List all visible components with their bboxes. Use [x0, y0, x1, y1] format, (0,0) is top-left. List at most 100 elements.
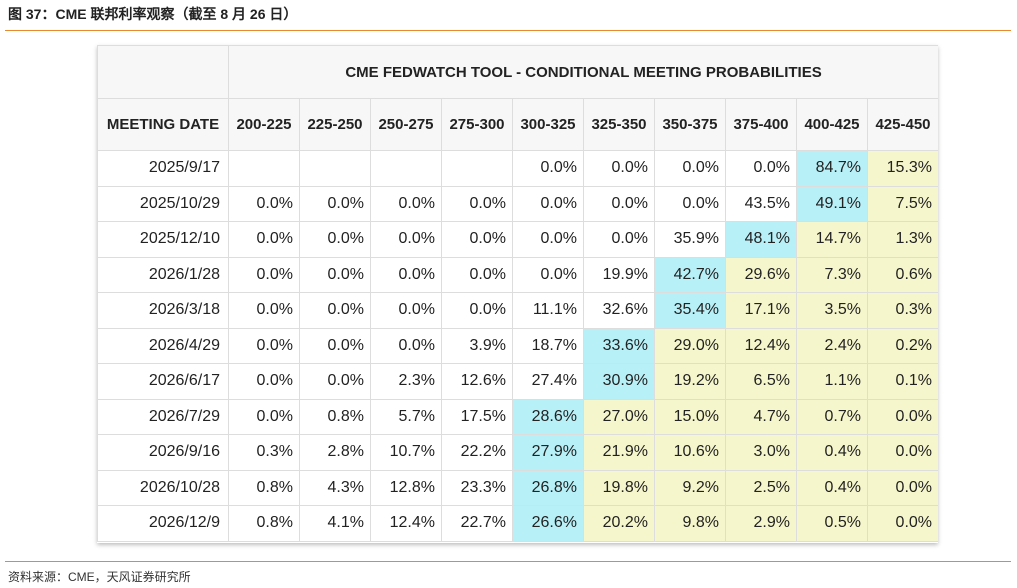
- probability-cell: 49.1%: [796, 185, 868, 222]
- probability-cell: 22.7%: [441, 505, 513, 542]
- column-header: 425-450: [866, 98, 938, 151]
- probability-cell: 1.3%: [866, 221, 938, 258]
- probability-cell: 0.0%: [441, 185, 513, 222]
- probability-cell: 0.0%: [299, 256, 371, 293]
- meeting-date: 2025/12/10: [97, 221, 229, 258]
- meeting-date: 2025/10/29: [97, 185, 229, 222]
- probability-cell: 0.8%: [299, 398, 371, 435]
- probability-cell: 11.1%: [512, 292, 584, 329]
- probability-cell: 0.0%: [228, 398, 300, 435]
- probability-cell: 10.6%: [654, 434, 726, 471]
- probability-cell: 0.0%: [299, 363, 371, 400]
- probability-cell: 32.6%: [583, 292, 655, 329]
- probability-cell: 15.3%: [866, 150, 938, 187]
- probability-cell: 0.0%: [583, 150, 655, 187]
- table-row: 2026/6/17 0.0% 0.0% 2.3% 12.6% 27.4% 30.9% 19.2…: [97, 363, 938, 400]
- probability-cell: 0.0%: [583, 221, 655, 258]
- probability-cell: 0.0%: [228, 256, 300, 293]
- probability-cell: 29.0%: [654, 327, 726, 364]
- probability-cell: 17.1%: [725, 292, 797, 329]
- probability-cell: 4.3%: [299, 469, 371, 506]
- column-header: 325-350: [583, 98, 655, 151]
- probability-cell: 3.9%: [441, 327, 513, 364]
- probability-cell: 30.9%: [583, 363, 655, 400]
- table-row: 2025/9/17 0.0% 0.0% 0.0% 0.0% 84.7% 15.3%: [97, 150, 938, 187]
- probability-cell: 35.4%: [654, 292, 726, 329]
- probability-cell: 2.9%: [725, 505, 797, 542]
- probability-cell: 9.8%: [654, 505, 726, 542]
- probability-cell: 2.5%: [725, 469, 797, 506]
- probability-cell: 6.5%: [725, 363, 797, 400]
- probability-cell: 0.5%: [796, 505, 868, 542]
- column-header: 275-300: [441, 98, 513, 151]
- probability-cell: 0.0%: [866, 469, 938, 506]
- probability-cell: 22.2%: [441, 434, 513, 471]
- probability-cell: 0.0%: [370, 221, 442, 258]
- probability-cell: 0.0%: [441, 256, 513, 293]
- meeting-date: 2026/12/9: [97, 505, 229, 542]
- probability-cell: 27.0%: [583, 398, 655, 435]
- probability-cell: 18.7%: [512, 327, 584, 364]
- empty-cell: [228, 150, 300, 187]
- probability-cell: 0.8%: [228, 505, 300, 542]
- column-header: 225-250: [299, 98, 371, 151]
- table-row: 2026/10/28 0.8% 4.3% 12.8% 23.3% 26.8% 19.8% 9.…: [97, 469, 938, 506]
- column-header: 250-275: [370, 98, 442, 151]
- probability-cell: 19.2%: [654, 363, 726, 400]
- top-rule: [5, 30, 1011, 31]
- empty-cell: [441, 150, 513, 187]
- probability-cell: 19.8%: [583, 469, 655, 506]
- probability-cell: 14.7%: [796, 221, 868, 258]
- probability-cell: 0.0%: [512, 221, 584, 258]
- probability-cell: 0.3%: [866, 292, 938, 329]
- probability-cell: 0.0%: [299, 327, 371, 364]
- probability-cell: 17.5%: [441, 398, 513, 435]
- figure-title: 图 37：CME 联邦利率观察（截至 8 月 26 日）: [8, 6, 298, 22]
- empty-cell: [299, 150, 371, 187]
- probability-cell: 0.4%: [796, 434, 868, 471]
- table-row: 2026/12/9 0.8% 4.1% 12.4% 22.7% 26.6% 20.2% 9.8…: [97, 505, 938, 542]
- column-header: MEETING DATE: [97, 98, 229, 151]
- probability-cell: 26.6%: [512, 505, 584, 542]
- column-header: 200-225: [228, 98, 300, 151]
- meeting-date: 2026/7/29: [97, 398, 229, 435]
- probability-cell: 10.7%: [370, 434, 442, 471]
- probability-cell: 0.0%: [654, 185, 726, 222]
- probability-cell: 0.0%: [441, 292, 513, 329]
- table-row: 2026/7/29 0.0% 0.8% 5.7% 17.5% 28.6% 27.0% 15.0…: [97, 398, 938, 435]
- probability-cell: 28.6%: [512, 398, 584, 435]
- probability-cell: 0.4%: [796, 469, 868, 506]
- probability-cell: 0.0%: [299, 221, 371, 258]
- column-header: 375-400: [725, 98, 797, 151]
- probability-cell: 33.6%: [583, 327, 655, 364]
- probability-cell: 0.0%: [370, 292, 442, 329]
- probability-cell: 0.2%: [866, 327, 938, 364]
- probability-cell: 23.3%: [441, 469, 513, 506]
- probability-cell: 0.0%: [441, 221, 513, 258]
- table-row: 2026/9/16 0.3% 2.8% 10.7% 22.2% 27.9% 21.9% 10.…: [97, 434, 938, 471]
- probability-cell: 26.8%: [512, 469, 584, 506]
- probability-cell: 0.0%: [866, 398, 938, 435]
- probability-cell: 0.0%: [228, 292, 300, 329]
- probability-cell: 21.9%: [583, 434, 655, 471]
- probability-cell: 9.2%: [654, 469, 726, 506]
- probability-cell: 0.0%: [370, 185, 442, 222]
- probability-cell: 0.0%: [370, 256, 442, 293]
- table-row: 2026/1/28 0.0% 0.0% 0.0% 0.0% 0.0% 19.9% 42.7% 2…: [97, 256, 938, 293]
- probability-cell: 0.0%: [228, 327, 300, 364]
- table-row: 2025/12/10 0.0% 0.0% 0.0% 0.0% 0.0% 0.0% 35.9% 4…: [97, 221, 938, 258]
- meeting-date: 2026/4/29: [97, 327, 229, 364]
- probability-cell: 27.9%: [512, 434, 584, 471]
- probability-cell: 0.0%: [866, 505, 938, 542]
- table-container: CME FEDWATCH TOOL - CONDITIONAL MEETING …: [97, 45, 938, 543]
- table-row: 2026/4/29 0.0% 0.0% 0.0% 3.9% 18.7% 33.6% 29.0%…: [97, 327, 938, 364]
- probability-cell: 12.4%: [370, 505, 442, 542]
- column-header: 350-375: [654, 98, 726, 151]
- probability-cell: 12.4%: [725, 327, 797, 364]
- probability-cell: 12.6%: [441, 363, 513, 400]
- table-title: CME FEDWATCH TOOL - CONDITIONAL MEETING …: [227, 45, 938, 99]
- probability-cell: 43.5%: [725, 185, 797, 222]
- probability-cell: 0.0%: [370, 327, 442, 364]
- probability-cell: 2.8%: [299, 434, 371, 471]
- meeting-date: 2026/3/18: [97, 292, 229, 329]
